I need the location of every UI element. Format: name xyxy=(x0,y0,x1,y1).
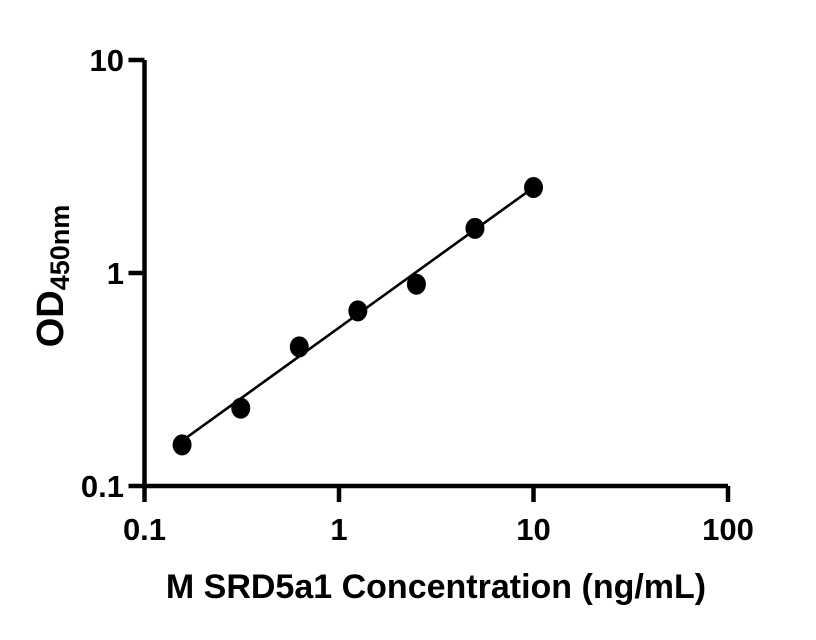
y-tick-label: 0.1 xyxy=(81,469,124,504)
data-point xyxy=(231,397,251,419)
x-axis-title: M SRD5a1 Concentration (ng/mL) xyxy=(166,568,706,606)
x-tick-label: 1 xyxy=(330,512,347,547)
x-tick-label: 10 xyxy=(516,512,550,547)
data-point xyxy=(172,434,192,456)
data-point xyxy=(406,273,426,295)
y-axis-title: OD450nm xyxy=(30,205,75,348)
y-tick-label: 1 xyxy=(107,256,124,291)
y-tick-label: 10 xyxy=(90,43,124,78)
data-point xyxy=(289,336,309,358)
x-tick-label: 0.1 xyxy=(123,512,166,547)
data-point xyxy=(465,217,485,239)
data-point xyxy=(524,177,543,199)
data-point xyxy=(348,300,368,322)
x-tick-label: 100 xyxy=(702,512,754,547)
